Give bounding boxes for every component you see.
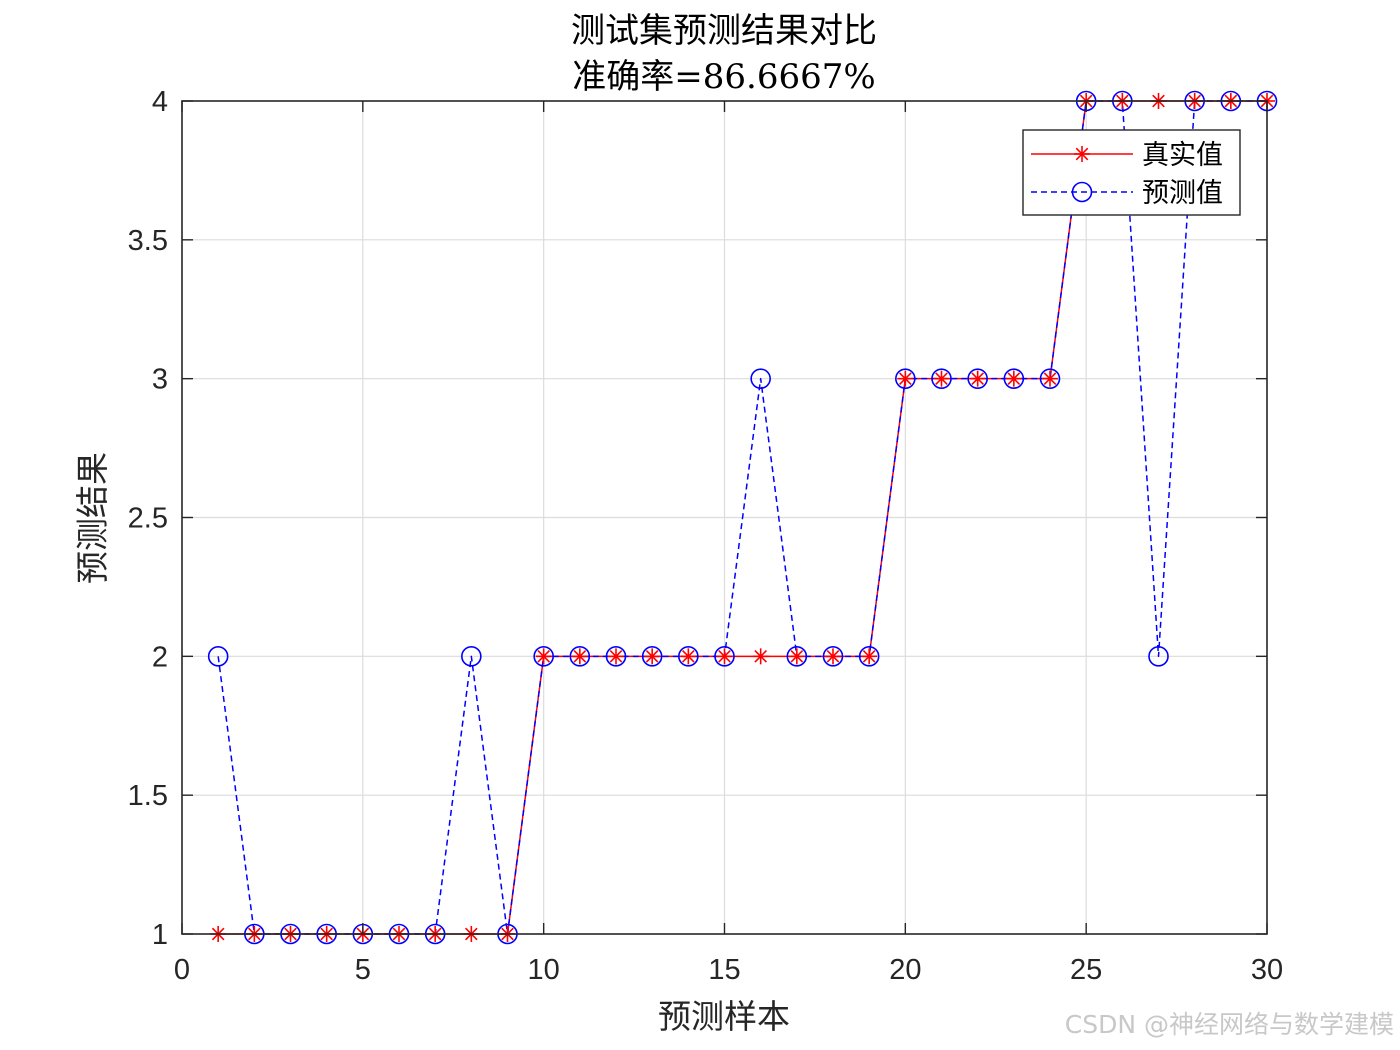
data-point-true-stroke	[1007, 372, 1021, 385]
data-point-true-stroke	[609, 650, 623, 663]
legend-marker-predicted	[1071, 181, 1093, 203]
data-point-true-stroke	[935, 372, 948, 385]
x-tick-label: 0	[174, 954, 190, 986]
y-axis-label: 预测结果	[73, 452, 112, 584]
data-point-predicted	[641, 646, 663, 667]
data-point-true-stroke	[1043, 372, 1057, 385]
data-point-predicted	[533, 646, 554, 667]
data-point-predicted	[207, 646, 229, 667]
legend-box	[1022, 129, 1241, 216]
data-point-true	[825, 648, 841, 665]
data-point-predicted	[786, 646, 808, 667]
data-point-predicted	[750, 368, 771, 389]
data-point-true	[752, 648, 769, 665]
chart-title: 测试集预测结果对比	[571, 11, 877, 51]
data-point-predicted	[1003, 368, 1025, 389]
data-point-true	[897, 370, 914, 387]
data-point-true-stroke	[826, 650, 840, 663]
x-tick-label: 5	[355, 954, 371, 986]
y-tick-label: 1.5	[128, 780, 168, 812]
data-point-true	[644, 648, 661, 665]
legend-marker-true	[1074, 146, 1090, 162]
x-tick-label: 15	[708, 954, 740, 986]
x-tick-label: 30	[1251, 954, 1283, 986]
data-point-true	[933, 370, 950, 387]
axis-ticks: 0 5 10 15 20 25 30 1 1.5 2 2.5 3 3.5 4	[128, 86, 1283, 986]
data-point-true	[1042, 370, 1058, 387]
data-point-true	[535, 648, 552, 665]
data-point-predicted	[1148, 646, 1169, 667]
data-point-true-stroke	[862, 650, 876, 663]
data-point-predicted	[714, 646, 735, 667]
data-point-true	[571, 648, 588, 665]
data-point-predicted	[895, 368, 916, 389]
data-point-true-stroke	[682, 650, 695, 663]
legend: 真实值 预测值	[1022, 129, 1241, 216]
data-point-true	[861, 648, 878, 665]
chart-subtitle: 准确率=86.6667%	[572, 57, 875, 97]
legend-marker-predicted-glyph	[1071, 181, 1093, 203]
y-tick-label: 3	[152, 364, 168, 396]
legend-label-predicted: 预测值	[1142, 178, 1223, 209]
legend-marker-true-glyph	[1074, 146, 1090, 162]
data-point-true-stroke	[899, 372, 912, 385]
data-point-predicted	[822, 646, 844, 667]
data-point-predicted	[605, 646, 627, 667]
x-axis-label: 预测样本	[658, 997, 790, 1036]
data-point-true-stroke	[790, 650, 804, 663]
legend-label-true: 真实值	[1142, 140, 1223, 171]
data-point-predicted	[461, 646, 482, 667]
data-point-true	[788, 648, 805, 665]
data-point-true	[716, 648, 733, 665]
y-tick-label: 4	[152, 86, 168, 118]
data-point-true	[969, 370, 986, 387]
y-tick-label: 2	[152, 641, 168, 673]
data-point-true-stroke	[754, 650, 767, 663]
y-tick-label: 1	[152, 919, 168, 951]
data-point-true	[608, 648, 624, 665]
legend-marker-true-glyph-stroke	[1075, 147, 1089, 161]
data-point-true	[680, 648, 697, 665]
watermark: CSDN @神经网络与数学建模	[1065, 1010, 1394, 1039]
data-point-true-stroke	[645, 650, 659, 663]
data-point-true-stroke	[971, 372, 984, 385]
data-point-true	[1005, 370, 1022, 387]
x-tick-label: 20	[889, 954, 921, 986]
data-point-true-stroke	[573, 650, 587, 663]
data-point-true-stroke	[718, 650, 731, 663]
data-point-true-stroke	[537, 650, 550, 663]
data-point-predicted	[858, 646, 880, 667]
data-point-predicted	[931, 368, 952, 389]
y-tick-label: 2.5	[128, 503, 168, 535]
x-tick-label: 10	[528, 954, 560, 986]
x-tick-label: 25	[1070, 954, 1102, 986]
data-point-predicted	[967, 368, 988, 389]
data-point-predicted	[678, 646, 699, 667]
data-point-predicted	[1039, 368, 1061, 389]
data-point-predicted	[569, 646, 591, 667]
y-tick-label: 3.5	[128, 225, 168, 257]
